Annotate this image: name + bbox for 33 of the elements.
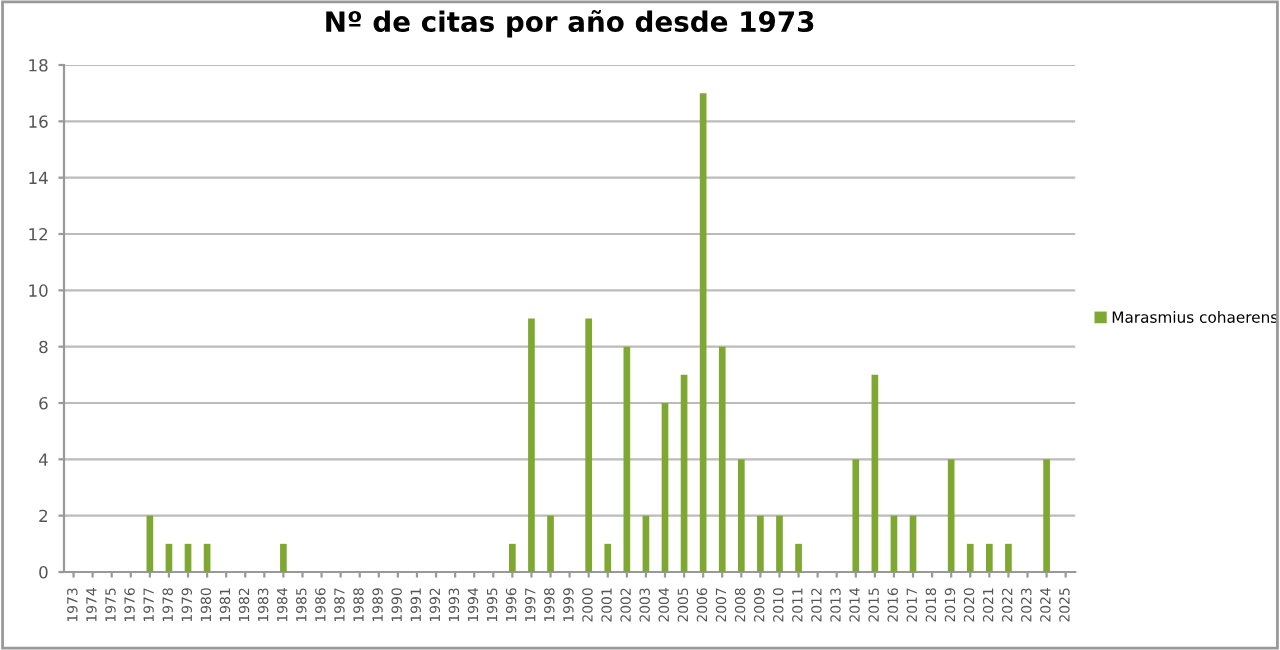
bar xyxy=(737,459,745,572)
bar xyxy=(280,543,287,572)
bar xyxy=(699,93,707,572)
y-tick-label: 4 xyxy=(38,453,48,466)
y-tick-label: 18 xyxy=(29,58,48,72)
bar xyxy=(986,543,993,572)
y-tick-label: 10 xyxy=(29,284,48,297)
y-tick-label: 16 xyxy=(29,115,48,128)
bar xyxy=(757,515,764,572)
y-tick-label: 14 xyxy=(29,171,48,184)
y-tick-label: 8 xyxy=(39,340,48,354)
bar xyxy=(661,403,669,572)
bar xyxy=(585,318,593,572)
bar xyxy=(947,459,955,572)
bar xyxy=(852,459,860,572)
bar xyxy=(547,515,554,572)
bar xyxy=(509,543,516,572)
bar xyxy=(871,374,879,572)
bar xyxy=(1043,459,1050,572)
y-tick-label: 6 xyxy=(39,396,48,410)
chart-title: Nº de citas por año desde 1973 xyxy=(326,10,814,38)
bar xyxy=(966,543,974,572)
bar xyxy=(776,515,783,572)
bar xyxy=(528,318,535,572)
bar xyxy=(1005,543,1012,572)
y-tick-label: 2 xyxy=(39,509,48,522)
bar xyxy=(680,374,688,572)
y-tick-label: 12 xyxy=(29,227,48,241)
bar xyxy=(795,543,802,572)
bar xyxy=(623,346,631,572)
y-tick-label: 0 xyxy=(39,565,48,579)
bar xyxy=(604,543,612,572)
bar xyxy=(718,346,726,572)
